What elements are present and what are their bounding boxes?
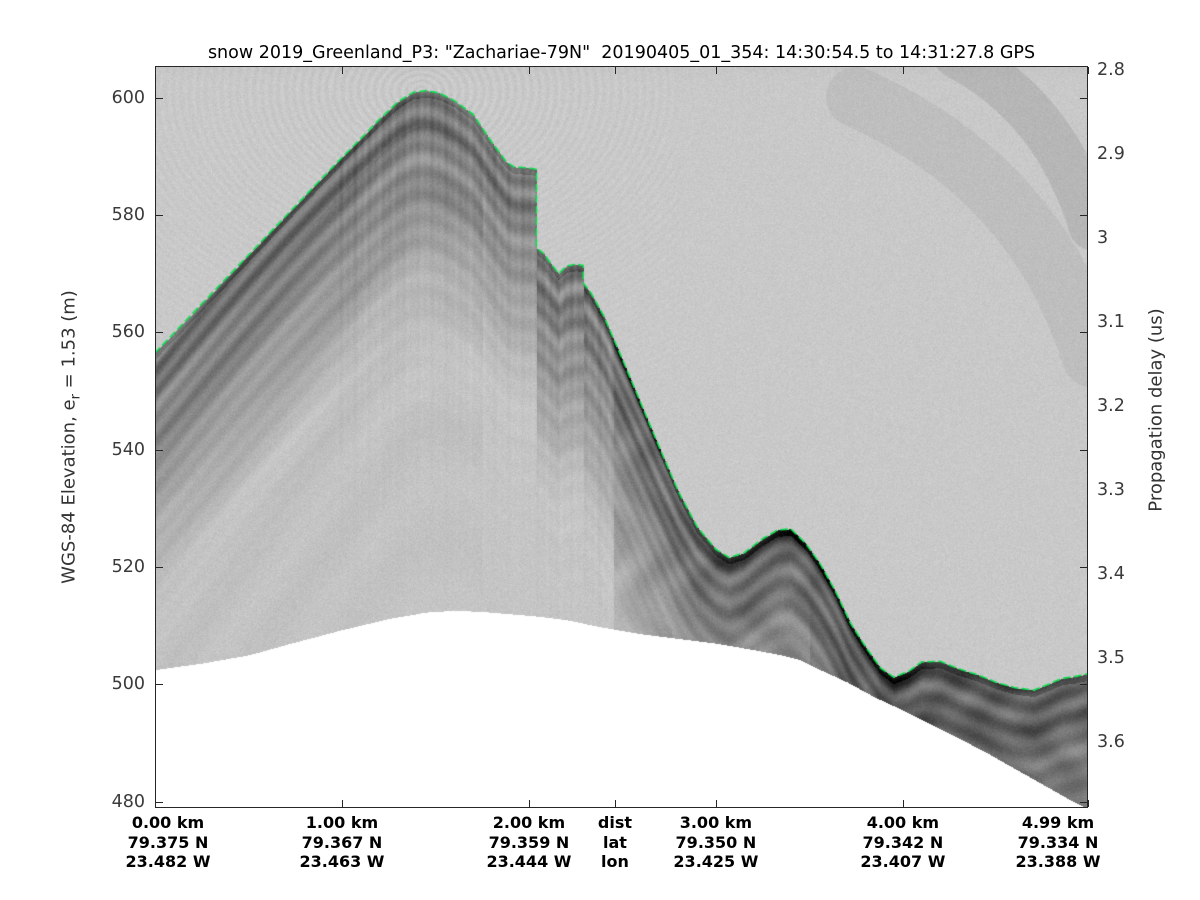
y-axis-tick <box>156 214 163 216</box>
right-axis-label: Propagation delay (us) <box>1145 308 1167 512</box>
y-axis-tick-right <box>1080 332 1087 334</box>
elevation-tick-label: 560 <box>111 322 145 343</box>
x-axis-tick-top <box>614 67 616 74</box>
x-axis-label-column: 1.00 km 79.367 N 23.463 W <box>299 813 384 872</box>
longitude-label: 23.482 W <box>125 852 211 871</box>
longitude-label: lon <box>601 852 629 871</box>
elevation-tick-label: 580 <box>111 204 145 225</box>
y-axis-tick-right <box>1080 97 1087 99</box>
elevation-tick-label: 520 <box>111 556 145 577</box>
distance-label: 0.00 km <box>131 813 205 832</box>
x-axis-tick-top <box>715 67 717 74</box>
delay-tick-label: 3.4 <box>1097 564 1125 584</box>
left-axis-label: WGS-84 Elevation, er = 1.53 (m) <box>59 290 84 584</box>
y-axis-tick <box>156 332 163 334</box>
plot-title: snow 2019_Greenland_P3: "Zachariae-79N" … <box>207 43 1036 63</box>
distance-label: dist <box>597 813 633 832</box>
x-axis-label-column: 3.00 km 79.350 N 23.425 W <box>673 813 758 872</box>
latitude-label: 79.359 N <box>488 832 570 852</box>
delay-tick-label: 3.6 <box>1097 732 1125 752</box>
y-axis-tick <box>156 449 163 451</box>
latitude-label: 79.375 N <box>127 832 209 852</box>
elevation-tick-label: 480 <box>111 791 145 812</box>
x-axis-label-column: 0.00 km 79.375 N 23.482 W <box>126 813 211 872</box>
x-axis-tick <box>528 800 530 807</box>
x-axis-tick <box>341 800 343 807</box>
x-axis-tick <box>155 800 156 807</box>
latitude-label: 79.367 N <box>301 832 383 852</box>
y-axis-tick-right <box>1080 449 1087 451</box>
x-axis-tick <box>1088 800 1089 807</box>
x-axis-label-column: 2.00 km 79.359 N 23.444 W <box>486 813 571 872</box>
x-axis-tick-top <box>528 67 530 74</box>
y-axis-tick-right <box>1080 566 1087 568</box>
distance-label: 3.00 km <box>679 813 753 832</box>
x-axis-tick <box>902 800 904 807</box>
x-axis-tick-top <box>902 67 904 74</box>
elevation-tick-label: 500 <box>111 674 145 695</box>
x-axis-tick-top <box>341 67 343 74</box>
x-axis-tick <box>614 800 616 807</box>
x-axis-tick <box>715 800 717 807</box>
delay-tick-label: 3.1 <box>1097 312 1125 332</box>
y-axis-tick-right <box>1080 684 1087 686</box>
elevation-tick-label: 600 <box>111 87 145 108</box>
longitude-label: 23.463 W <box>299 852 385 871</box>
latitude-label: lat <box>602 832 627 852</box>
x-axis-label-column: 4.99 km 79.334 N 23.388 W <box>1016 813 1101 872</box>
x-axis-tick-top <box>155 67 156 74</box>
left-axis-label-prefix: WGS-84 Elevation, e <box>58 399 80 584</box>
distance-label: 4.00 km <box>866 813 940 832</box>
y-axis-tick <box>156 566 163 568</box>
delay-tick-label: 3 <box>1097 228 1109 248</box>
latitude-label: 79.342 N <box>862 832 944 852</box>
x-axis-header-column: dist lat lon <box>598 813 632 872</box>
delay-tick-label: 3.5 <box>1097 648 1125 668</box>
y-axis-tick <box>156 801 163 803</box>
longitude-label: 23.388 W <box>1015 852 1101 871</box>
latitude-label: 79.350 N <box>675 832 757 852</box>
y-axis-tick <box>156 97 163 99</box>
delay-tick-label: 2.8 <box>1097 60 1125 80</box>
x-axis-tick-top <box>1088 67 1089 74</box>
y-axis-tick <box>156 684 163 686</box>
distance-label: 4.99 km <box>1021 813 1095 832</box>
x-axis-label-column: 4.00 km 79.342 N 23.407 W <box>860 813 945 872</box>
delay-tick-label: 3.3 <box>1097 480 1125 500</box>
delay-tick-label: 2.9 <box>1097 144 1125 164</box>
longitude-label: 23.407 W <box>860 852 946 871</box>
elevation-tick-label: 540 <box>111 439 145 460</box>
longitude-label: 23.425 W <box>673 852 759 871</box>
y-axis-tick-right <box>1080 214 1087 216</box>
left-axis-label-suffix: = 1.53 (m) <box>58 290 80 395</box>
longitude-label: 23.444 W <box>486 852 572 871</box>
delay-tick-label: 3.2 <box>1097 396 1125 416</box>
echogram-image <box>156 67 1087 807</box>
y-axis-tick-right <box>1080 801 1087 803</box>
distance-label: 1.00 km <box>305 813 379 832</box>
plot-box <box>155 66 1088 808</box>
latitude-label: 79.334 N <box>1017 832 1099 852</box>
left-axis-label-subscript: r <box>68 394 84 400</box>
distance-label: 2.00 km <box>492 813 566 832</box>
